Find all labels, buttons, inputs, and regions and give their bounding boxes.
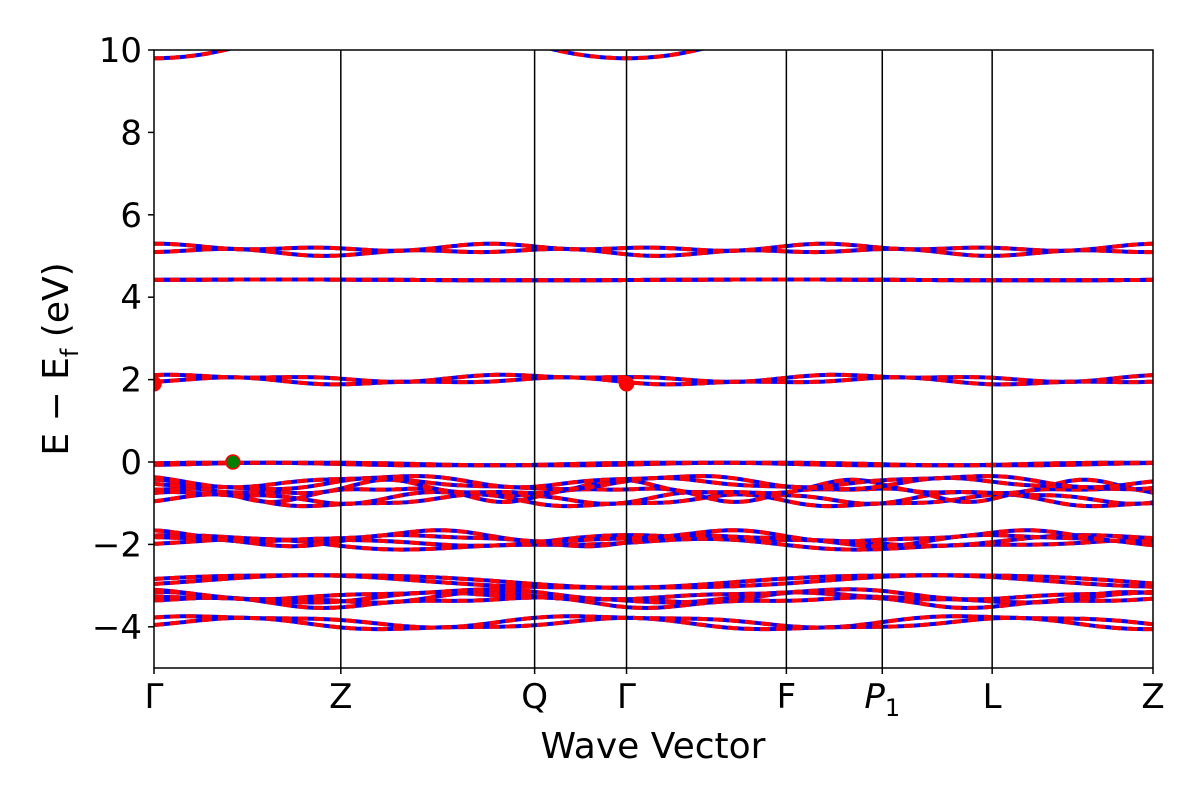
bands-layer (154, 50, 1153, 632)
band-line-spin-down (154, 277, 1153, 283)
x-tick-label: Γ (145, 677, 164, 717)
y-tick-label: 10 (99, 31, 142, 71)
band-line-spin-up (154, 50, 706, 61)
y-axis-ticks: −4 −2 0 2 4 6 8 10 (92, 31, 154, 648)
x-tick-label: Z (329, 677, 352, 717)
y-tick-label: 4 (120, 278, 142, 318)
y-tick-label: 6 (120, 196, 142, 236)
band-line-spin-down (154, 492, 1153, 509)
y-axis-title: E − Ef (eV) (36, 262, 84, 455)
band-line-spin-down (154, 528, 1153, 544)
band-line-spin-down (154, 587, 1153, 602)
x-tick-label: L (983, 677, 1002, 717)
x-axis-ticks: Γ Z Q Γ F P1 L Z (145, 668, 1165, 722)
y-tick-label: 8 (120, 113, 142, 153)
band-line-spin-down (154, 573, 1153, 590)
x-tick-label: Γ (617, 677, 636, 717)
y-axis-title-main: E − E (36, 357, 77, 456)
band-line-spin-down (154, 246, 1153, 258)
x-tick-label: P1 (864, 677, 900, 722)
y-tick-label: 0 (120, 443, 142, 483)
plot-frame (153, 49, 1154, 669)
band-edge-markers (154, 375, 635, 470)
y-tick-label: −4 (92, 608, 142, 648)
y-axis-title-unit: (eV) (36, 262, 77, 348)
band-line-spin-down (154, 477, 1153, 496)
band-line-spin-down (154, 460, 1153, 468)
band-line-spin-down (154, 375, 1153, 387)
y-tick-label: 2 (120, 361, 142, 401)
vbm-marker (225, 454, 241, 470)
x-tick-label: F (777, 677, 797, 717)
band-line-spin-down (154, 595, 1153, 611)
band-line-spin-down (154, 474, 1153, 490)
band-line-spin-down (154, 372, 1153, 384)
x-tick-label: Z (1141, 677, 1164, 717)
high-symmetry-lines (340, 50, 993, 668)
band-line-spin-down (154, 241, 1153, 253)
cbm-marker (618, 375, 635, 392)
x-tick-label: Q (521, 677, 548, 717)
cbm-marker (154, 375, 162, 392)
x-axis-title: Wave Vector (541, 726, 766, 767)
y-axis-title-subscript: f (56, 348, 84, 357)
y-tick-label: −2 (92, 525, 142, 565)
band-line-spin-down (154, 614, 1153, 630)
